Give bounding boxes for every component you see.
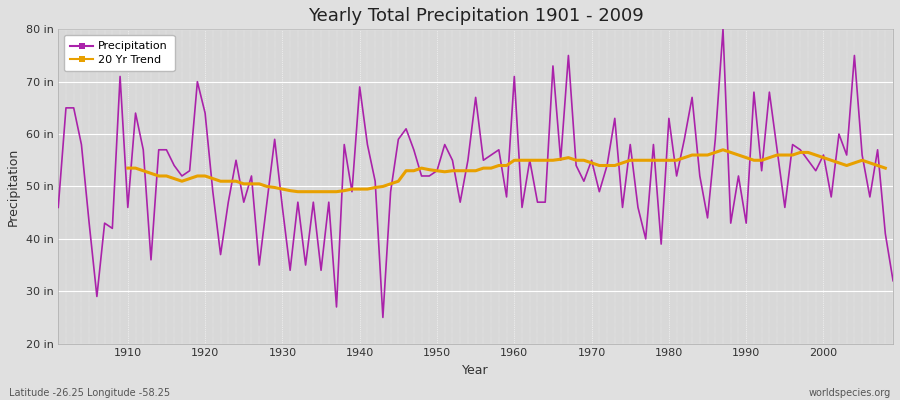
Legend: Precipitation, 20 Yr Trend: Precipitation, 20 Yr Trend xyxy=(64,35,175,72)
Text: Latitude -26.25 Longitude -58.25: Latitude -26.25 Longitude -58.25 xyxy=(9,388,170,398)
Title: Yearly Total Precipitation 1901 - 2009: Yearly Total Precipitation 1901 - 2009 xyxy=(308,7,644,25)
Text: worldspecies.org: worldspecies.org xyxy=(809,388,891,398)
X-axis label: Year: Year xyxy=(463,364,489,377)
Y-axis label: Precipitation: Precipitation xyxy=(7,147,20,226)
